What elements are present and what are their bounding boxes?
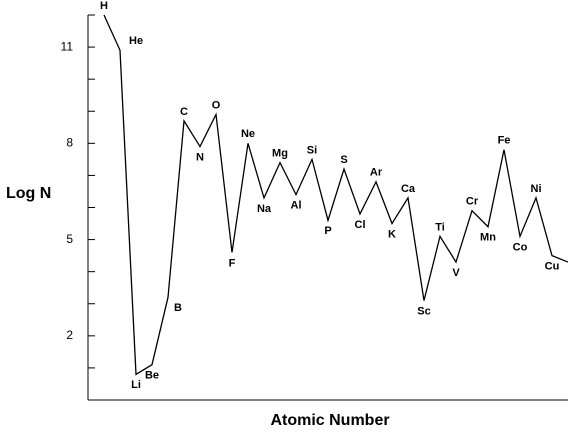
point-label: V (452, 267, 460, 279)
point-label: Ca (401, 183, 416, 195)
data-line (103, 14, 569, 376)
point-label: Li (131, 379, 141, 391)
point-label: Si (307, 144, 317, 156)
point-label: B (174, 302, 182, 314)
point-label: F (229, 257, 236, 269)
point-label: Be (145, 370, 159, 382)
point-label: Co (513, 241, 528, 253)
y-tick-label: 8 (66, 136, 73, 150)
point-label: Mg (272, 147, 288, 159)
point-label: H (100, 0, 108, 12)
point-label: N (196, 151, 204, 163)
point-label: Ni (531, 183, 542, 195)
x-axis-label: Atomic Number (270, 412, 389, 429)
point-label: He (129, 35, 143, 47)
point-label: Na (257, 203, 272, 215)
point-label: C (180, 106, 188, 118)
point-label: Cl (355, 219, 366, 231)
point-label: S (340, 154, 347, 166)
point-label: Ne (241, 128, 255, 140)
point-label: Al (291, 200, 302, 212)
y-tick-label: 2 (66, 328, 73, 342)
point-label: Sc (417, 305, 430, 317)
y-tick-label: 11 (61, 39, 74, 53)
point-label: K (388, 228, 396, 240)
point-label: Fe (498, 135, 511, 147)
point-label: Mn (480, 232, 496, 244)
point-label: Cu (545, 261, 560, 273)
point-label: Ar (370, 167, 383, 179)
point-label: Ti (435, 221, 445, 233)
point-label: P (324, 225, 331, 237)
point-label: Cr (466, 196, 479, 208)
y-tick-label: 5 (66, 232, 73, 246)
y-axis-label: Log N (6, 185, 51, 202)
point-label: O (212, 99, 221, 111)
